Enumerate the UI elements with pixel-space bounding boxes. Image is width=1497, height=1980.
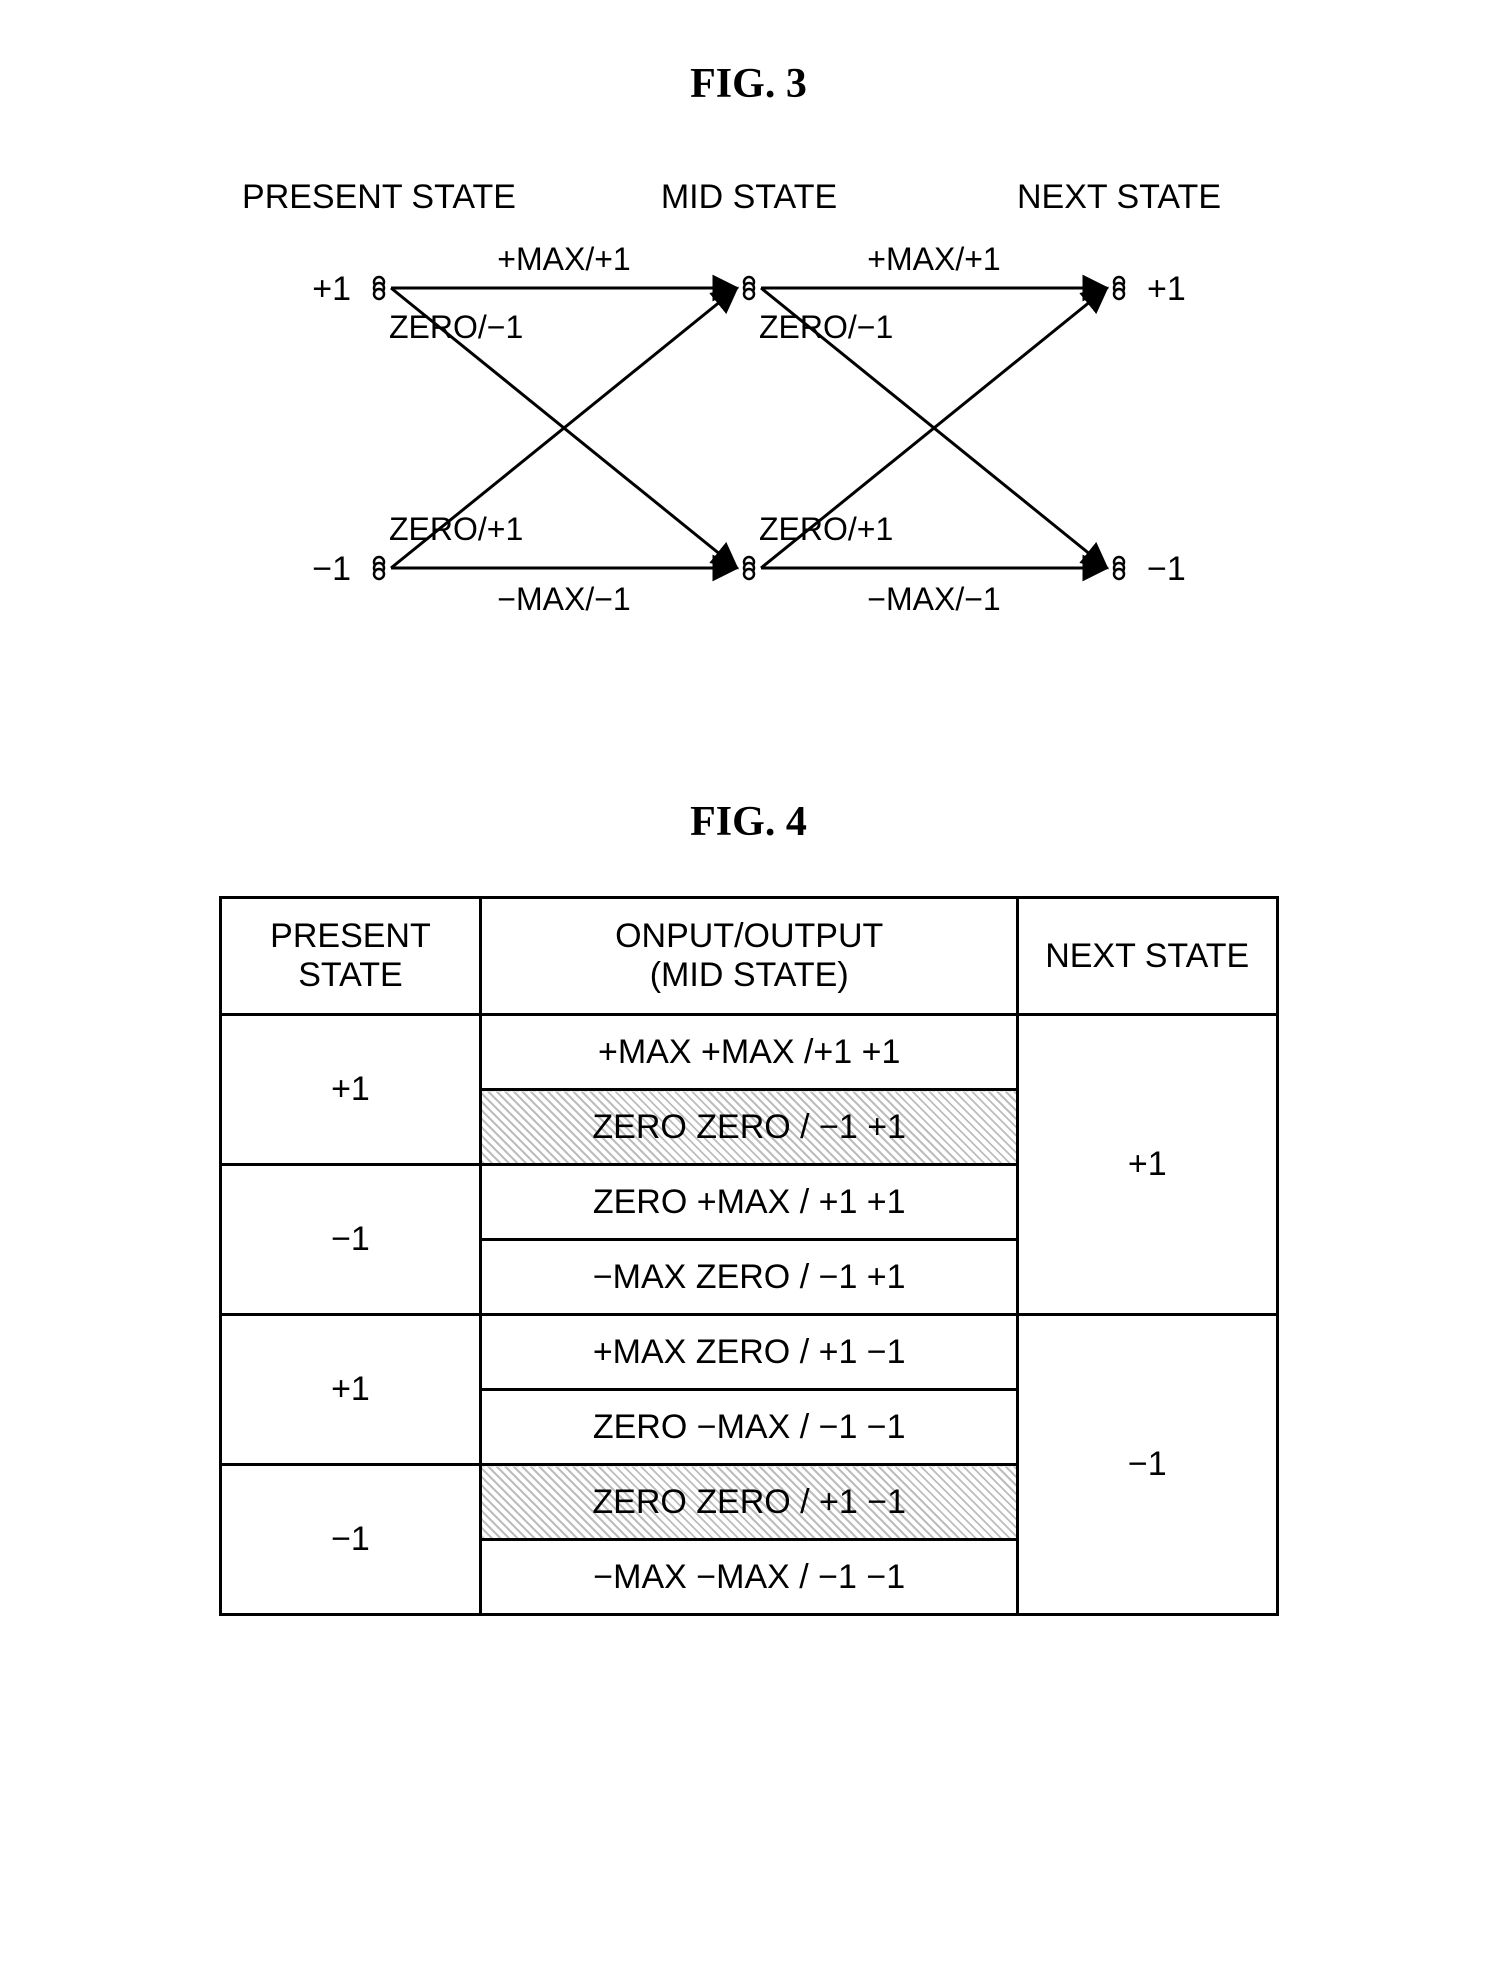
fig4-th-present: PRESENT STATE [220, 898, 481, 1015]
svg-text:−MAX/−1: −MAX/−1 [497, 581, 630, 617]
fig4-io-cell: ZERO ZERO / +1 −1 [481, 1465, 1018, 1540]
svg-text:ZERO/+1: ZERO/+1 [759, 511, 893, 547]
svg-text:+1: +1 [1147, 270, 1186, 308]
fig4-present-cell: +1 [220, 1015, 481, 1165]
fig3-trellis: PRESENT STATE MID STATE NEXT STATE +1 −1 +1 −1… [0, 158, 1497, 678]
fig3-title: FIG. 3 [0, 60, 1497, 108]
fig4-io-cell: ZERO −MAX / −1 −1 [481, 1390, 1018, 1465]
fig4-present-cell: −1 [220, 1465, 481, 1615]
svg-text:−MAX/−1: −MAX/−1 [867, 581, 1000, 617]
fig4-next-cell: +1 [1017, 1015, 1277, 1315]
svg-text:+MAX/+1: +MAX/+1 [497, 241, 630, 277]
fig4-io-cell: −MAX −MAX / −1 −1 [481, 1540, 1018, 1615]
svg-text:−1: −1 [312, 550, 351, 588]
svg-text:ZERO/−1: ZERO/−1 [389, 309, 523, 345]
fig4-present-cell: −1 [220, 1165, 481, 1315]
svg-text:MID STATE: MID STATE [660, 178, 836, 216]
trellis-svg: PRESENT STATE MID STATE NEXT STATE +1 −1 +1 −1… [199, 158, 1299, 678]
fig4-next-cell: −1 [1017, 1315, 1277, 1615]
fig4-th-io: ONPUT/OUTPUT(MID STATE) [481, 898, 1018, 1015]
svg-text:+1: +1 [312, 270, 351, 308]
fig4-present-cell: +1 [220, 1315, 481, 1465]
fig4-io-cell: ZERO +MAX / +1 +1 [481, 1165, 1018, 1240]
fig4-io-cell: +MAX ZERO / +1 −1 [481, 1315, 1018, 1390]
svg-text:NEXT STATE: NEXT STATE [1016, 178, 1220, 216]
svg-text:ZERO/+1: ZERO/+1 [389, 511, 523, 547]
fig4-io-cell: ZERO ZERO / −1 +1 [481, 1090, 1018, 1165]
fig4-io-cell: +MAX +MAX /+1 +1 [481, 1015, 1018, 1090]
fig4-io-cell: −MAX ZERO / −1 +1 [481, 1240, 1018, 1315]
fig4-title: FIG. 4 [0, 798, 1497, 846]
svg-text:ZERO/−1: ZERO/−1 [759, 309, 893, 345]
svg-text:−1: −1 [1147, 550, 1186, 588]
svg-text:+MAX/+1: +MAX/+1 [867, 241, 1000, 277]
fig4-table: PRESENT STATE ONPUT/OUTPUT(MID STATE) NE… [219, 896, 1279, 1616]
fig4-th-next: NEXT STATE [1017, 898, 1277, 1015]
svg-text:PRESENT STATE: PRESENT STATE [242, 178, 516, 216]
